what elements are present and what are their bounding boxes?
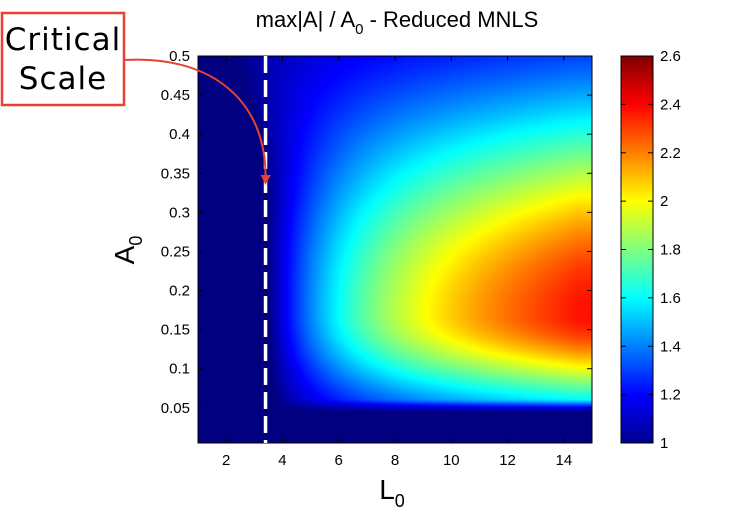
annotation-line-1: Critical <box>5 22 121 58</box>
y-tick-label: 0.15 <box>161 322 190 339</box>
title-subscript: 0 <box>355 21 363 38</box>
colorbar-tick-label: 2.6 <box>660 48 681 65</box>
colorbar-tick-label: 1 <box>660 435 668 452</box>
heatmap-surface <box>198 56 592 443</box>
chart-title: max|A| / A0 - Reduced MNLS <box>256 7 539 38</box>
critical-scale-annotation: Critical Scale <box>0 11 271 185</box>
y-tick-label: 0.25 <box>161 243 190 260</box>
plot-area <box>197 55 593 444</box>
y-axis-title-subscript: 0 <box>126 236 146 246</box>
y-tick-label: 0.45 <box>161 87 190 104</box>
colorbar-tick-label: 2.2 <box>660 145 681 162</box>
x-tick-label: 10 <box>443 452 460 469</box>
y-tick-label: 0.2 <box>169 283 190 300</box>
annotation-box <box>0 11 126 107</box>
y-tick-label: 0.1 <box>169 361 190 378</box>
colorbar: 1 1.2 1.4 1.6 1.8 2 2.2 2.4 2.6 <box>620 48 681 452</box>
y-axis: 0.05 0.1 0.15 0.2 0.25 0.3 0.35 0.4 0.45 0.5 <box>161 48 592 417</box>
x-tick-label: 8 <box>391 452 399 469</box>
y-axis-title: A0 <box>109 236 146 265</box>
x-tick-label: 2 <box>222 452 230 469</box>
y-tick-label: 0.3 <box>169 204 190 221</box>
y-tick-label: 0.5 <box>169 48 190 65</box>
colorbar-tick-label: 1.4 <box>660 338 681 355</box>
x-axis-title: L0 <box>379 474 405 511</box>
colorbar-tick-label: 1.2 <box>660 387 681 404</box>
annotation-arrow <box>123 58 271 185</box>
x-axis-title-main: L <box>379 474 395 505</box>
colorbar-ticks: 1 1.2 1.4 1.6 1.8 2 2.2 2.4 2.6 <box>621 48 681 452</box>
annotation-line-2: Scale <box>19 61 107 97</box>
y-axis-title-main: A <box>109 245 140 264</box>
colorbar-tick-label: 2 <box>660 193 668 210</box>
y-tick-label: 0.35 <box>161 165 190 182</box>
x-axis-title-subscript: 0 <box>395 491 405 511</box>
x-tick-label: 4 <box>278 452 286 469</box>
colorbar-tick-label: 1.8 <box>660 242 681 259</box>
colorbar-tick-label: 2.4 <box>660 96 681 113</box>
y-tick-label: 0.4 <box>169 126 190 143</box>
title-suffix: - Reduced MNLS <box>363 7 538 32</box>
colorbar-gradient <box>620 55 654 444</box>
colorbar-tick-label: 1.6 <box>660 290 681 307</box>
title-prefix: max|A| / A <box>256 7 356 32</box>
x-tick-label: 12 <box>499 452 516 469</box>
x-tick-label: 14 <box>556 452 573 469</box>
x-axis: 2 4 6 8 10 12 14 <box>222 56 572 469</box>
x-tick-label: 6 <box>335 452 343 469</box>
y-tick-label: 0.05 <box>161 400 190 417</box>
